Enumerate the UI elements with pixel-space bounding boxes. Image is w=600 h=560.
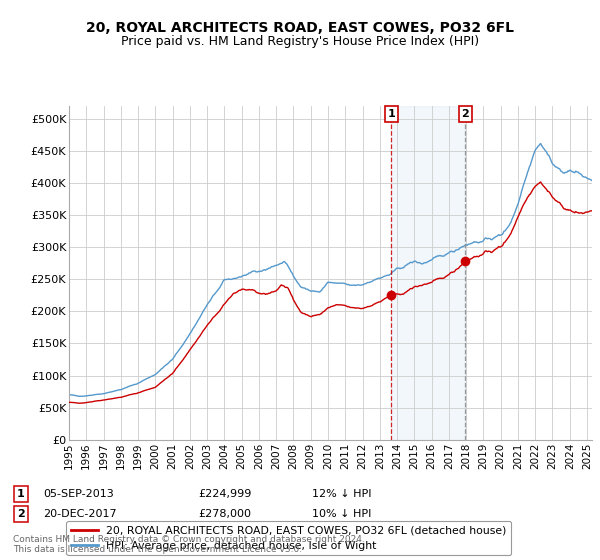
Text: 20-DEC-2017: 20-DEC-2017 xyxy=(43,509,117,519)
Bar xyxy=(391,106,466,440)
Text: 10% ↓ HPI: 10% ↓ HPI xyxy=(312,509,371,519)
Text: 20, ROYAL ARCHITECTS ROAD, EAST COWES, PO32 6FL: 20, ROYAL ARCHITECTS ROAD, EAST COWES, P… xyxy=(86,21,514,35)
Text: 05-SEP-2013: 05-SEP-2013 xyxy=(43,489,114,499)
Text: Contains HM Land Registry data © Crown copyright and database right 2024.
This d: Contains HM Land Registry data © Crown c… xyxy=(13,535,365,554)
Text: £224,999: £224,999 xyxy=(198,489,251,499)
Text: 1: 1 xyxy=(388,109,395,119)
Text: £278,000: £278,000 xyxy=(198,509,251,519)
Text: 2: 2 xyxy=(17,509,25,519)
Legend: 20, ROYAL ARCHITECTS ROAD, EAST COWES, PO32 6FL (detached house), HPI: Average p: 20, ROYAL ARCHITECTS ROAD, EAST COWES, P… xyxy=(67,521,511,556)
Text: 12% ↓ HPI: 12% ↓ HPI xyxy=(312,489,371,499)
Text: Price paid vs. HM Land Registry's House Price Index (HPI): Price paid vs. HM Land Registry's House … xyxy=(121,35,479,48)
Text: 2: 2 xyxy=(461,109,469,119)
Text: 1: 1 xyxy=(17,489,25,499)
